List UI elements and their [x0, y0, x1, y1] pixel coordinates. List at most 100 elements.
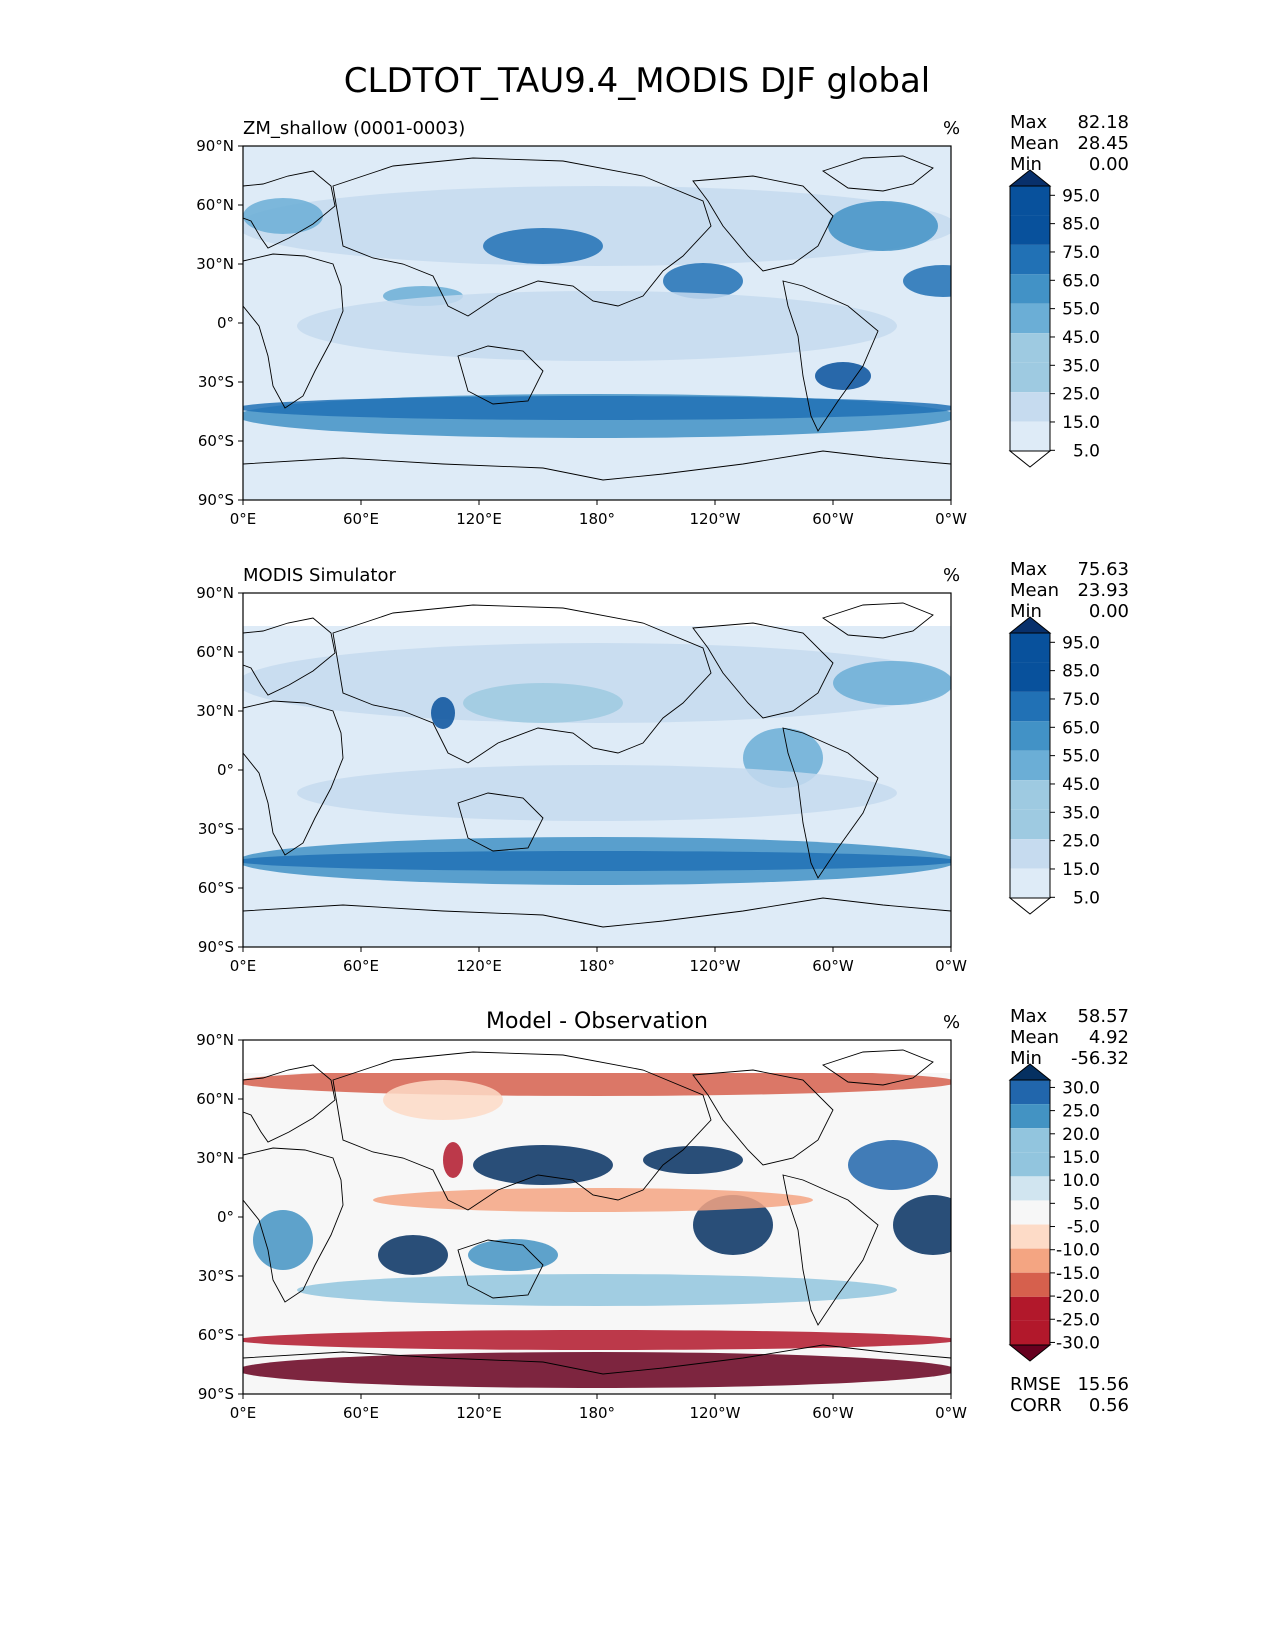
stat-label: Mean [1010, 1027, 1059, 1048]
x-tick-label: 60°W [812, 957, 854, 975]
field-feature [663, 263, 743, 299]
coastline [243, 617, 336, 696]
colorbar-label: 55.0 [1062, 300, 1100, 320]
coastline [821, 155, 934, 192]
stat-label: Min [1010, 1048, 1042, 1069]
stat-value: 23.93 [1077, 580, 1129, 601]
x-tick-label: 180° [579, 510, 615, 528]
stat-label: Max [1010, 1006, 1048, 1027]
field-feature [243, 186, 951, 266]
x-tick-label: 180° [579, 1404, 615, 1422]
field-feature [833, 661, 951, 705]
x-tick-label: 60°E [343, 1404, 379, 1422]
colorbar-box [1010, 868, 1050, 898]
coastline [457, 792, 544, 852]
x-tick-label: 0°E [230, 1404, 257, 1422]
colorbar-extend-min [1008, 450, 1052, 468]
field-feature [468, 1239, 558, 1271]
x-tick-label: 60°W [812, 1404, 854, 1422]
coastline [243, 253, 344, 409]
colorbar-box [1010, 750, 1050, 781]
panel-top: 0°E 60°E 120°E 180° 120°W 60°W 0°W 90°N 60°N 30°N… [196, 112, 1129, 528]
field-feature [463, 683, 623, 723]
colorbar-label: 75.0 [1062, 243, 1100, 263]
panel-middle: 0°E 60°E 120°E 180° 120°W 60°W 0°W 90°N 60°N 30°N… [196, 559, 1129, 975]
field-feature [383, 1080, 503, 1120]
y-tick-label: 30°N [196, 1149, 234, 1167]
field-feature [378, 1235, 448, 1275]
coastline [243, 170, 336, 249]
metric-label: RMSE [1010, 1374, 1061, 1395]
map-middle [242, 592, 952, 948]
colorbar-label: 30.0 [1062, 1078, 1100, 1098]
colorbar-label: -10.0 [1056, 1241, 1100, 1261]
colorbar-label: 45.0 [1062, 775, 1100, 795]
missing-data-band [243, 593, 951, 626]
stat-label: Mean [1010, 133, 1059, 154]
field-feature [243, 1330, 951, 1350]
field-feature [243, 396, 951, 420]
y-tick-label: 60°N [196, 196, 234, 214]
y-tick-label: 30°S [198, 373, 234, 391]
colorbar-box [1010, 633, 1050, 663]
stat-value: -56.32 [1071, 1048, 1129, 1069]
coastline [692, 175, 834, 272]
y-tick-label: 90°N [196, 584, 234, 602]
colorbar-box [1010, 1080, 1050, 1105]
y-tick-label: 0° [217, 314, 234, 332]
metric-value: 0.56 [1089, 1395, 1129, 1416]
coastline [782, 727, 879, 879]
y-tick-label: 90°N [196, 1031, 234, 1049]
x-tick-label: 180° [579, 957, 615, 975]
colorbar-label: 95.0 [1062, 186, 1100, 206]
stat-value: 58.57 [1077, 1006, 1129, 1027]
panel-title-center: Model - Observation [486, 1009, 708, 1034]
y-tick-label: 90°S [198, 491, 234, 509]
coastline [332, 157, 712, 317]
colorbar-top: 95.0 85.0 75.0 65.0 55.0 45.0 35.0 25.0 15.0 5.0 [1008, 169, 1100, 468]
colorbar-label: 65.0 [1062, 718, 1100, 738]
coastline [457, 1239, 544, 1299]
coastline [243, 1344, 951, 1394]
colorbar-box [1010, 1104, 1050, 1129]
coastline [243, 1147, 344, 1303]
colorbar-label: 75.0 [1062, 690, 1100, 710]
missing-data-band [243, 1040, 951, 1073]
units-label: % [943, 565, 960, 586]
x-tick-label: 0°W [935, 1404, 967, 1422]
colorbar-box [1010, 392, 1050, 422]
panel-title-left: MODIS Simulator [243, 565, 396, 586]
y-tick-label: 90°S [198, 1385, 234, 1403]
x-tick-label: 120°W [690, 957, 741, 975]
colorbar-box [1010, 1320, 1050, 1345]
colorbar-label: 35.0 [1062, 356, 1100, 376]
field-feature [815, 362, 871, 390]
panel-bottom: 0°E 60°E 120°E 180° 120°W 60°W 0°W 90°N 60°N 30°N… [196, 1006, 1129, 1422]
x-tick-label: 120°E [456, 510, 502, 528]
colorbar-label: 35.0 [1062, 803, 1100, 823]
colorbar-label: -5.0 [1067, 1218, 1100, 1238]
y-tick-label: 60°S [198, 879, 234, 897]
coastline [332, 1051, 712, 1211]
colorbar-label: 85.0 [1062, 215, 1100, 235]
map-bottom [242, 1039, 952, 1395]
y-tick-label: 60°N [196, 1090, 234, 1108]
coastline [821, 1049, 934, 1086]
colorbar-frame [1009, 1079, 1051, 1346]
stat-label: Max [1010, 559, 1048, 580]
metric-label: CORR [1010, 1395, 1062, 1416]
coastline [243, 1064, 336, 1143]
y-tick-label: 30°N [196, 702, 234, 720]
colorbar-middle: 95.0 85.0 75.0 65.0 55.0 45.0 35.0 25.0 15.0 5.0 [1008, 616, 1100, 915]
colorbar-box [1010, 421, 1050, 451]
colorbar-box [1010, 1272, 1050, 1297]
colorbar-label: -20.0 [1056, 1287, 1100, 1307]
field-feature [297, 765, 897, 821]
x-tick-label: 0°W [935, 510, 967, 528]
colorbar-box [1010, 215, 1050, 245]
coastline [243, 700, 344, 856]
units-label: % [943, 1012, 960, 1033]
colorbar-box [1010, 780, 1050, 810]
x-tick-label: 120°E [456, 1404, 502, 1422]
colorbar-box [1010, 1128, 1050, 1153]
